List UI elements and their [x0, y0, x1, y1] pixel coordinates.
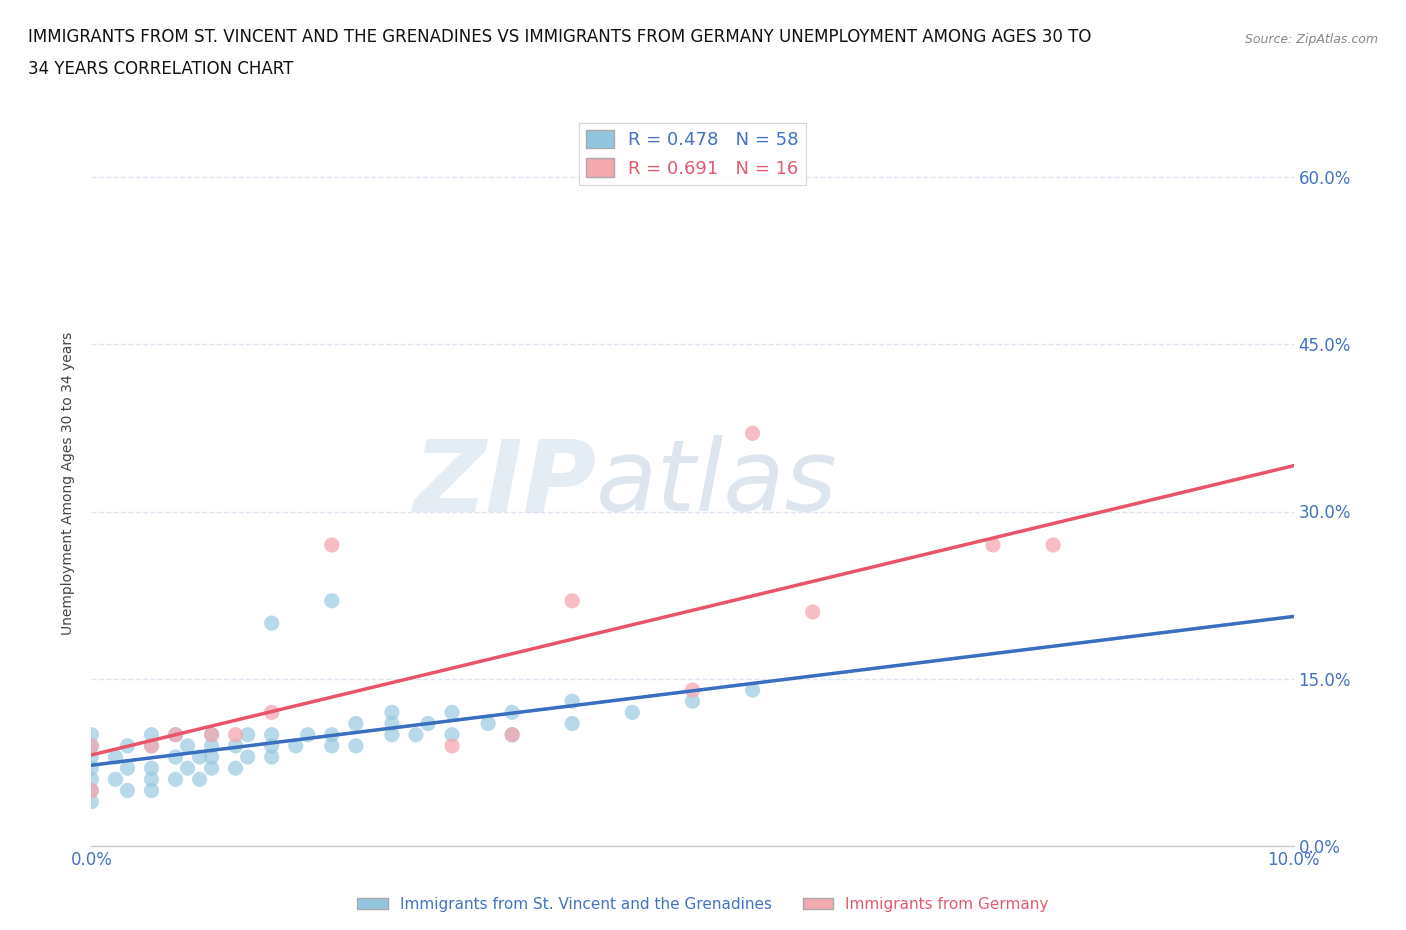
Point: [321, 727, 343, 742]
Point: [981, 538, 1004, 552]
Point: [80, 738, 103, 753]
Y-axis label: Unemployment Among Ages 30 to 34 years: Unemployment Among Ages 30 to 34 years: [62, 332, 76, 635]
Point: [117, 761, 139, 776]
Point: [741, 426, 763, 441]
Point: [80, 783, 103, 798]
Point: [141, 772, 163, 787]
Point: [141, 761, 163, 776]
Text: ZIP: ZIP: [413, 435, 596, 532]
Point: [561, 593, 583, 608]
Point: [260, 705, 283, 720]
Point: [440, 727, 463, 742]
Point: [440, 705, 463, 720]
Point: [416, 716, 439, 731]
Point: [236, 727, 259, 742]
Point: [188, 750, 211, 764]
Point: [344, 716, 367, 731]
Point: [381, 727, 404, 742]
Text: Source: ZipAtlas.com: Source: ZipAtlas.com: [1244, 33, 1378, 46]
Point: [165, 772, 187, 787]
Point: [165, 727, 187, 742]
Point: [405, 727, 427, 742]
Point: [201, 727, 224, 742]
Point: [80, 794, 103, 809]
Point: [236, 750, 259, 764]
Point: [297, 727, 319, 742]
Point: [344, 738, 367, 753]
Point: [1042, 538, 1064, 552]
Point: [80, 750, 103, 764]
Point: [225, 761, 247, 776]
Point: [561, 716, 583, 731]
Point: [117, 783, 139, 798]
Point: [225, 738, 247, 753]
Point: [501, 727, 523, 742]
Point: [141, 738, 163, 753]
Point: [321, 538, 343, 552]
Point: [381, 716, 404, 731]
Point: [165, 727, 187, 742]
Point: [117, 738, 139, 753]
Point: [176, 761, 198, 776]
Point: [80, 772, 103, 787]
Point: [284, 738, 307, 753]
Point: [165, 750, 187, 764]
Point: [741, 683, 763, 698]
Point: [201, 738, 224, 753]
Point: [501, 727, 523, 742]
Point: [104, 750, 127, 764]
Point: [801, 604, 824, 619]
Legend: Immigrants from St. Vincent and the Grenadines, Immigrants from Germany: Immigrants from St. Vincent and the Gren…: [352, 891, 1054, 918]
Point: [141, 727, 163, 742]
Point: [225, 727, 247, 742]
Point: [141, 738, 163, 753]
Point: [381, 705, 404, 720]
Point: [141, 783, 163, 798]
Point: [477, 716, 499, 731]
Point: [201, 750, 224, 764]
Point: [440, 738, 463, 753]
Point: [260, 616, 283, 631]
Point: [201, 761, 224, 776]
Point: [681, 683, 703, 698]
Point: [260, 750, 283, 764]
Point: [501, 705, 523, 720]
Point: [260, 727, 283, 742]
Text: atlas: atlas: [596, 435, 838, 532]
Point: [321, 738, 343, 753]
Point: [104, 772, 127, 787]
Text: IMMIGRANTS FROM ST. VINCENT AND THE GRENADINES VS IMMIGRANTS FROM GERMANY UNEMPL: IMMIGRANTS FROM ST. VINCENT AND THE GREN…: [28, 28, 1091, 46]
Legend: R = 0.478   N = 58, R = 0.691   N = 16: R = 0.478 N = 58, R = 0.691 N = 16: [579, 123, 806, 185]
Point: [561, 694, 583, 709]
Point: [201, 727, 224, 742]
Point: [321, 593, 343, 608]
Point: [621, 705, 644, 720]
Point: [188, 772, 211, 787]
Point: [176, 738, 198, 753]
Point: [80, 783, 103, 798]
Point: [80, 727, 103, 742]
Point: [681, 694, 703, 709]
Text: 34 YEARS CORRELATION CHART: 34 YEARS CORRELATION CHART: [28, 60, 294, 78]
Point: [80, 738, 103, 753]
Point: [80, 761, 103, 776]
Point: [260, 738, 283, 753]
